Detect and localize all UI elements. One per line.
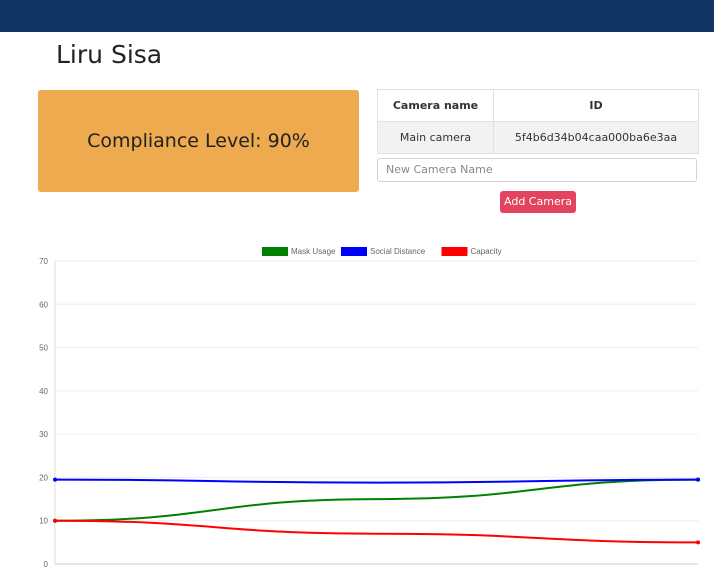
legend-swatch xyxy=(262,247,288,256)
data-point xyxy=(53,518,57,523)
camera-name-cell: Main camera xyxy=(377,121,494,154)
y-tick-label: 60 xyxy=(39,300,48,309)
legend-swatch xyxy=(341,247,367,256)
y-tick-label: 70 xyxy=(39,257,48,266)
table-row[interactable]: Main camera 5f4b6d34b04caa000ba6e3aa xyxy=(377,121,699,154)
y-tick-label: 20 xyxy=(39,473,48,482)
top-navbar xyxy=(0,0,714,32)
y-tick-label: 40 xyxy=(39,387,48,396)
compliance-card: Compliance Level: 90% xyxy=(38,90,359,192)
col-id: ID xyxy=(493,89,699,122)
data-point xyxy=(696,477,700,482)
y-tick-label: 10 xyxy=(39,517,48,526)
series-line xyxy=(54,478,699,484)
data-point xyxy=(696,540,700,545)
new-camera-name-input[interactable]: New Camera Name xyxy=(377,158,697,182)
legend-label: Social Distance xyxy=(370,247,426,256)
data-point xyxy=(53,477,57,482)
series-line xyxy=(54,478,699,522)
compliance-label: Compliance Level: 90% xyxy=(87,130,310,152)
series-line xyxy=(54,519,699,544)
camera-table: Camera name ID Main camera 5f4b6d34b04caa0… xyxy=(377,89,699,154)
add-camera-button[interactable]: Add Camera xyxy=(500,191,576,213)
camera-id-cell: 5f4b6d34b04caa000ba6e3aa xyxy=(493,121,699,154)
y-tick-label: 50 xyxy=(39,344,48,353)
y-tick-label: 30 xyxy=(39,430,48,439)
page-title: Liru Sisa xyxy=(56,40,163,69)
legend-swatch xyxy=(441,247,468,256)
legend-label: Mask Usage xyxy=(291,247,336,256)
legend-label: Capacity xyxy=(471,247,502,256)
line-chart: 0 10 20 30 40 50 60 70 Mask Usage Social Distance… xyxy=(39,247,700,569)
col-camera-name: Camera name xyxy=(377,89,494,122)
y-tick-label: 0 xyxy=(44,560,49,569)
